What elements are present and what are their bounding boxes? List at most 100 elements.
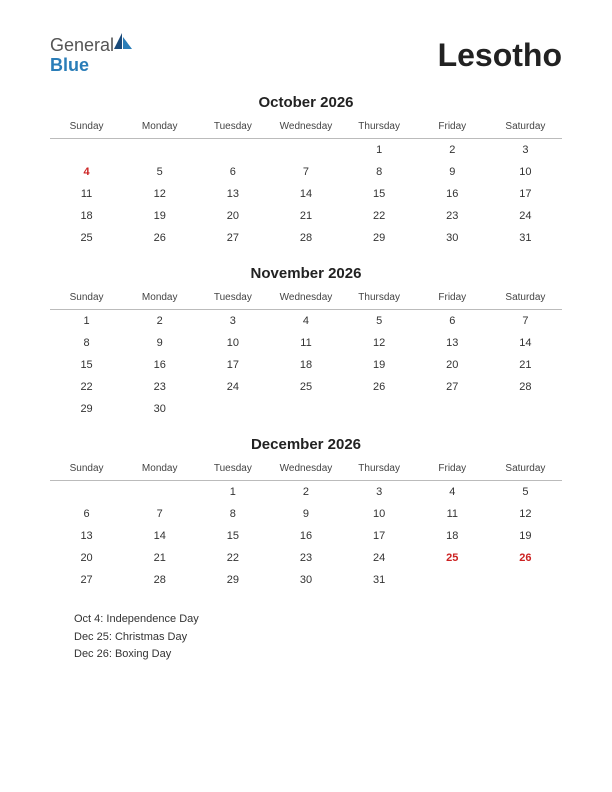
calendar-day: 19	[489, 525, 562, 547]
logo-text: General Blue	[50, 35, 134, 76]
logo: General Blue	[50, 35, 134, 76]
weekday-header: Sunday	[50, 117, 123, 139]
calendar-day: 29	[196, 569, 269, 591]
calendar-day: 20	[196, 205, 269, 227]
calendar-day: 5	[489, 481, 562, 504]
calendar-day: 4	[50, 161, 123, 183]
calendar-day: 18	[269, 354, 342, 376]
holidays-list: Oct 4: Independence DayDec 25: Christmas…	[50, 611, 562, 664]
calendar-week: 891011121314	[50, 332, 562, 354]
calendar-table: SundayMondayTuesdayWednesdayThursdayFrid…	[50, 288, 562, 420]
calendar-day: 24	[196, 376, 269, 398]
calendar-day: 22	[50, 376, 123, 398]
calendar-day: 31	[489, 227, 562, 249]
calendar-day	[196, 398, 269, 420]
calendar-day: 10	[489, 161, 562, 183]
month-title: November 2026	[50, 265, 562, 282]
calendar-day: 2	[416, 139, 489, 162]
weekday-header: Wednesday	[269, 117, 342, 139]
calendar-day: 28	[269, 227, 342, 249]
weekday-header: Thursday	[343, 117, 416, 139]
calendar-day: 16	[416, 183, 489, 205]
holiday-note: Dec 26: Boxing Day	[74, 646, 562, 664]
calendar-day: 14	[489, 332, 562, 354]
calendar-day: 27	[50, 569, 123, 591]
calendar-week: 13141516171819	[50, 525, 562, 547]
calendar-day: 9	[416, 161, 489, 183]
weekday-header: Tuesday	[196, 459, 269, 481]
calendar-day: 13	[416, 332, 489, 354]
calendar-day	[489, 398, 562, 420]
calendar-week: 15161718192021	[50, 354, 562, 376]
calendar-week: 22232425262728	[50, 376, 562, 398]
calendar-day: 29	[50, 398, 123, 420]
calendar-week: 45678910	[50, 161, 562, 183]
calendar-week: 6789101112	[50, 503, 562, 525]
calendar-day: 3	[343, 481, 416, 504]
calendar-day: 28	[489, 376, 562, 398]
calendar-day: 13	[196, 183, 269, 205]
calendar-day: 13	[50, 525, 123, 547]
calendar-day: 23	[416, 205, 489, 227]
calendar-week: 20212223242526	[50, 547, 562, 569]
calendar-day: 3	[489, 139, 562, 162]
calendar-day: 25	[269, 376, 342, 398]
calendar-day: 7	[489, 310, 562, 333]
calendar-day: 6	[196, 161, 269, 183]
calendar-day: 23	[269, 547, 342, 569]
month-title: October 2026	[50, 94, 562, 111]
weekday-header: Wednesday	[269, 459, 342, 481]
calendar-day: 14	[269, 183, 342, 205]
calendars-container: October 2026SundayMondayTuesdayWednesday…	[50, 94, 562, 591]
calendar-week: 18192021222324	[50, 205, 562, 227]
calendar-week: 1234567	[50, 310, 562, 333]
weekday-header: Friday	[416, 117, 489, 139]
calendar-day: 8	[196, 503, 269, 525]
holiday-note: Dec 25: Christmas Day	[74, 629, 562, 647]
calendar-day: 19	[343, 354, 416, 376]
calendar-day: 28	[123, 569, 196, 591]
calendar-day: 27	[196, 227, 269, 249]
weekday-header: Saturday	[489, 288, 562, 310]
calendar-day	[416, 398, 489, 420]
month-title: December 2026	[50, 436, 562, 453]
calendar-day	[269, 139, 342, 162]
calendar-month: October 2026 SundayMondayTuesdayWednesday…	[50, 94, 562, 249]
calendar-day: 10	[343, 503, 416, 525]
calendar-day: 21	[269, 205, 342, 227]
weekday-header: Monday	[123, 117, 196, 139]
calendar-day: 5	[123, 161, 196, 183]
calendar-day: 4	[269, 310, 342, 333]
calendar-day	[50, 481, 123, 504]
calendar-week: 25262728293031	[50, 227, 562, 249]
calendar-day: 20	[416, 354, 489, 376]
calendar-day: 8	[343, 161, 416, 183]
weekday-header: Tuesday	[196, 288, 269, 310]
calendar-week: 123	[50, 139, 562, 162]
calendar-day: 2	[269, 481, 342, 504]
calendar-day: 29	[343, 227, 416, 249]
calendar-day: 30	[123, 398, 196, 420]
calendar-day: 17	[343, 525, 416, 547]
calendar-day: 14	[123, 525, 196, 547]
calendar-day	[269, 398, 342, 420]
calendar-day: 22	[343, 205, 416, 227]
calendar-day: 1	[196, 481, 269, 504]
calendar-day: 26	[123, 227, 196, 249]
calendar-table: SundayMondayTuesdayWednesdayThursdayFrid…	[50, 117, 562, 249]
calendar-day: 11	[50, 183, 123, 205]
logo-blue: Blue	[50, 55, 89, 75]
calendar-day: 20	[50, 547, 123, 569]
weekday-header: Friday	[416, 288, 489, 310]
calendar-day: 24	[343, 547, 416, 569]
calendar-day: 1	[343, 139, 416, 162]
calendar-day: 16	[269, 525, 342, 547]
calendar-day	[123, 139, 196, 162]
calendar-day: 3	[196, 310, 269, 333]
calendar-day: 12	[343, 332, 416, 354]
calendar-week: 11121314151617	[50, 183, 562, 205]
calendar-day: 18	[416, 525, 489, 547]
logo-sail-icon	[112, 31, 134, 51]
calendar-day: 21	[123, 547, 196, 569]
calendar-table: SundayMondayTuesdayWednesdayThursdayFrid…	[50, 459, 562, 591]
